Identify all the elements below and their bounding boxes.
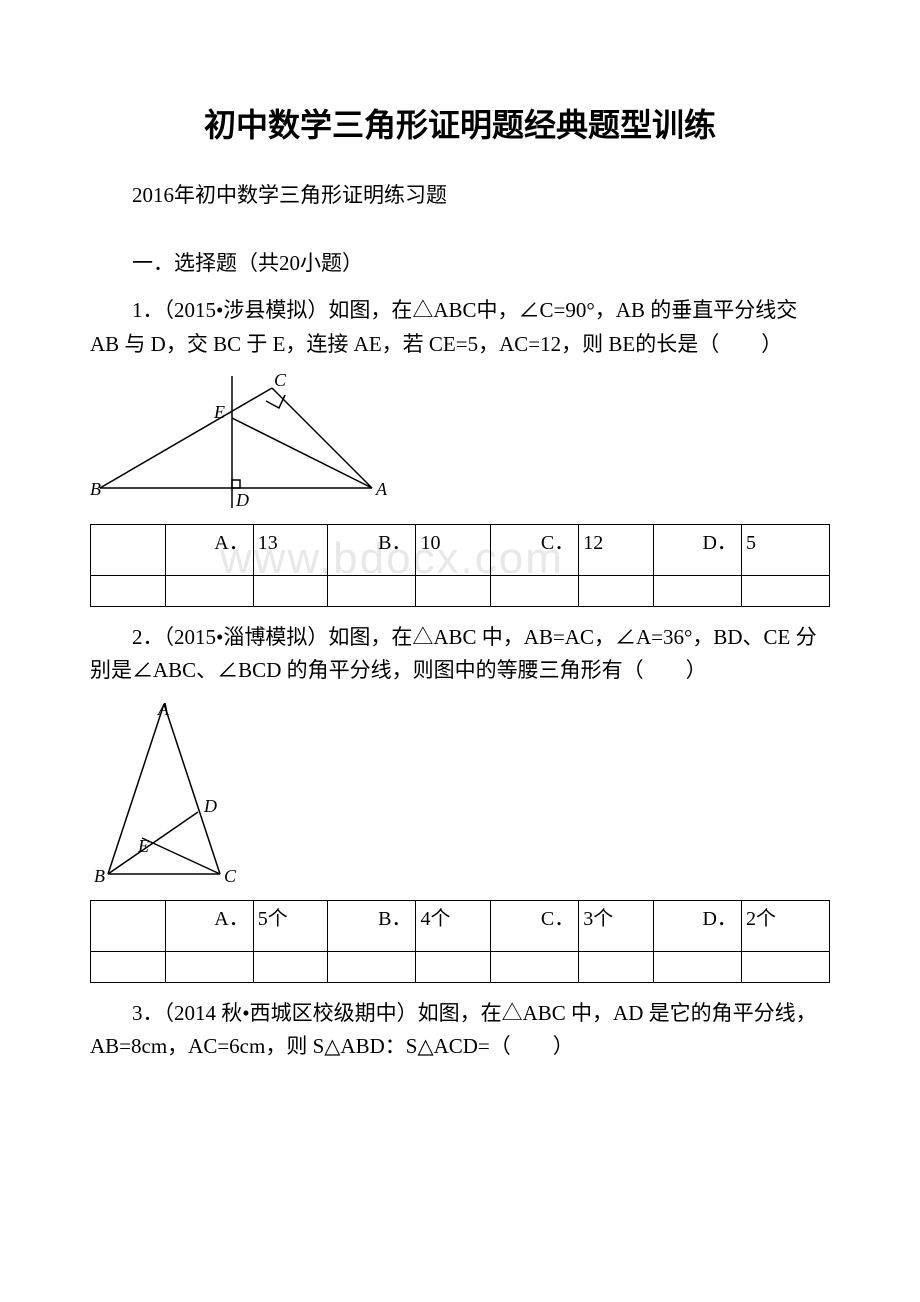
label-A: A (375, 479, 388, 499)
section-heading: 一．选择题（共20小题） (90, 247, 830, 281)
opt-value: 13 (253, 524, 328, 575)
q2-text: 2．（2015•淄博模拟）如图，在△ABC 中，AB=AC，∠A=36°，BD、… (90, 621, 830, 688)
q1-text: 1．（2015•涉县模拟）如图，在△ABC中，∠C=90°，AB 的垂直平分线交… (90, 294, 830, 361)
opt-value: 10 (416, 524, 491, 575)
opt-value: 5 (741, 524, 829, 575)
opt-letter: D． (653, 900, 741, 951)
opt-letter: A． (165, 524, 253, 575)
opt-letter: D． (653, 524, 741, 575)
q1-answer-wrap: www.bdocx.com A． 13 B． 10 C． 12 D． 5 (90, 524, 830, 607)
q3-text-span: 3．（2014 秋•西城区校级期中）如图，在△ABC 中，AD 是它的角平分线，… (90, 1001, 817, 1059)
table-row (91, 951, 830, 982)
opt-letter: C． (491, 900, 579, 951)
opt-value: 2个 (741, 900, 829, 951)
label-C: C (274, 370, 287, 390)
opt-letter: B． (328, 900, 416, 951)
q1-diagram: B A D C E (90, 368, 390, 518)
opt-value: 3个 (579, 900, 654, 951)
label-B: B (90, 479, 101, 499)
label-E: E (137, 836, 149, 856)
opt-value: 5个 (253, 900, 328, 951)
table-row (91, 575, 830, 606)
q2-text-span: 2．（2015•淄博模拟）如图，在△ABC 中，AB=AC，∠A=36°，BD、… (90, 625, 817, 683)
label-D: D (203, 796, 217, 816)
subtitle: 2016年初中数学三角形证明练习题 (90, 179, 830, 213)
q3-text: 3．（2014 秋•西城区校级期中）如图，在△ABC 中，AD 是它的角平分线，… (90, 997, 830, 1064)
page-title: 初中数学三角形证明题经典题型训练 (90, 100, 830, 151)
label-C: C (224, 866, 237, 886)
opt-letter: B． (328, 524, 416, 575)
opt-value: 4个 (416, 900, 491, 951)
label-E: E (213, 402, 225, 422)
table-row: A． 13 B． 10 C． 12 D． 5 (91, 524, 830, 575)
worksheet-page: 初中数学三角形证明题经典题型训练 2016年初中数学三角形证明练习题 一．选择题… (0, 0, 920, 1130)
q2-diagram: A B C D E (90, 694, 260, 894)
table-row: A． 5个 B． 4个 C． 3个 D． 2个 (91, 900, 830, 951)
q1-text-span: 1．（2015•涉县模拟）如图，在△ABC中，∠C=90°，AB 的垂直平分线交… (90, 298, 797, 356)
label-B: B (94, 866, 105, 886)
q2-answer-table: A． 5个 B． 4个 C． 3个 D． 2个 (90, 900, 830, 983)
label-A: A (157, 699, 170, 719)
opt-letter: C． (491, 524, 579, 575)
label-D: D (235, 490, 249, 510)
opt-letter: A． (165, 900, 253, 951)
opt-value: 12 (579, 524, 654, 575)
q1-answer-table: A． 13 B． 10 C． 12 D． 5 (90, 524, 830, 607)
